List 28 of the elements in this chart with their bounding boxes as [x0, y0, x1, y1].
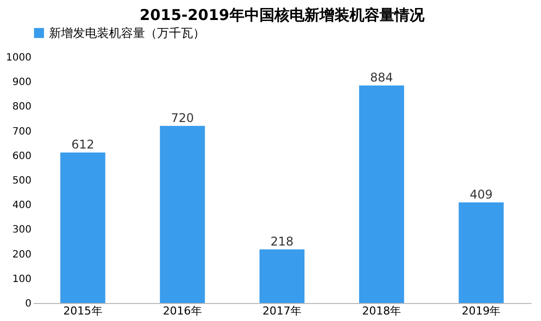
y-tick-label: 300	[12, 224, 32, 236]
y-tick-label: 700	[12, 126, 32, 138]
bar	[160, 126, 205, 303]
x-tick-label: 2017年	[262, 304, 302, 318]
data-label: 884	[370, 70, 394, 85]
bar	[359, 86, 404, 303]
y-tick-label: 500	[12, 176, 32, 186]
y-tick-label: 1000	[6, 52, 32, 64]
y-tick-label: 800	[12, 102, 32, 113]
x-tick-label: 2016年	[162, 304, 202, 318]
y-tick-label: 900	[12, 77, 32, 88]
bar	[458, 202, 504, 303]
y-tick-label: 0	[25, 298, 32, 310]
data-label: 720	[170, 110, 194, 125]
data-label: 218	[270, 234, 294, 248]
x-tick-label: 2018年	[362, 304, 402, 318]
x-tick-label: 2019年	[462, 304, 501, 318]
y-tick-label: 400	[12, 200, 32, 212]
legend-label: 新增发电装机容量（万千瓦）	[49, 26, 205, 40]
y-tick-label: 600	[12, 150, 32, 162]
y-tick-label: 200	[12, 249, 32, 260]
data-label: 612	[71, 137, 94, 152]
chart-title: 2015-2019年中国核电新增装机容量情况	[140, 6, 426, 24]
bar	[60, 152, 106, 303]
y-tick-label: 100	[12, 274, 32, 285]
data-label: 409	[470, 187, 493, 202]
x-tick-label: 2015年	[63, 304, 102, 318]
bar	[260, 249, 304, 303]
